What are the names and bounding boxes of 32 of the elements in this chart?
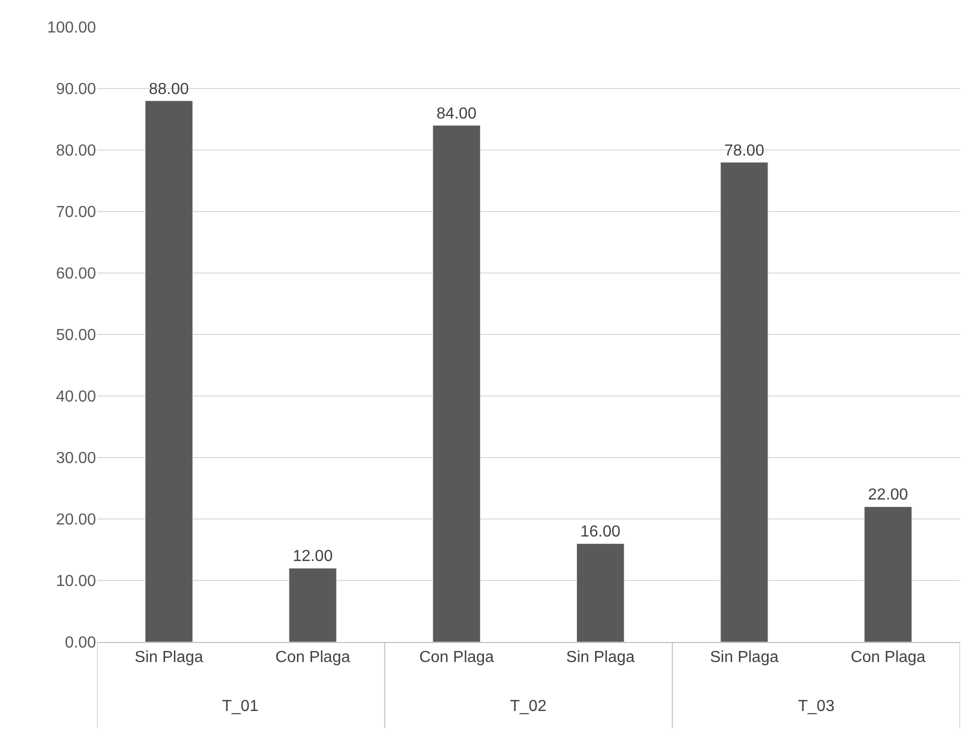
y-tick-label: 0.00 xyxy=(64,634,96,652)
data-label: 88.00 xyxy=(148,80,189,98)
x-tick-label: Con Plaga xyxy=(850,649,926,666)
data-label: 84.00 xyxy=(436,105,477,122)
bar xyxy=(432,125,481,642)
y-tick-label: 60.00 xyxy=(56,266,96,283)
bar xyxy=(864,506,912,642)
y-tick-label: 30.00 xyxy=(56,450,96,468)
data-label: 78.00 xyxy=(724,142,764,160)
data-label: 22.00 xyxy=(868,486,908,504)
bar xyxy=(720,162,768,642)
y-tick-label: 40.00 xyxy=(56,388,96,406)
y-tick-label: 10.00 xyxy=(56,573,96,590)
text: T_02 xyxy=(510,698,547,715)
bar xyxy=(576,543,624,642)
x-tick-label: Sin Plaga xyxy=(710,649,779,666)
y-tick-label: 20.00 xyxy=(56,512,96,529)
x-tick-label: Con Plaga xyxy=(275,649,350,666)
x-tick-label: Sin Plaga xyxy=(566,649,635,666)
x-tick-label: Con Plaga xyxy=(419,649,494,666)
text: T_03 xyxy=(798,698,835,715)
y-tick-label: 90.00 xyxy=(56,81,96,98)
y-tick-label: 50.00 xyxy=(56,327,96,344)
bar xyxy=(144,100,193,642)
data-label: 12.00 xyxy=(292,548,333,566)
y-tick-label: 100.00 xyxy=(47,20,96,37)
x-tick-label: Sin Plaga xyxy=(134,649,204,666)
y-tick-label: 70.00 xyxy=(56,204,96,222)
data-label: 16.00 xyxy=(580,524,620,541)
bar xyxy=(288,568,337,642)
text: T_01 xyxy=(222,698,259,715)
y-tick-label: 80.00 xyxy=(56,142,96,160)
